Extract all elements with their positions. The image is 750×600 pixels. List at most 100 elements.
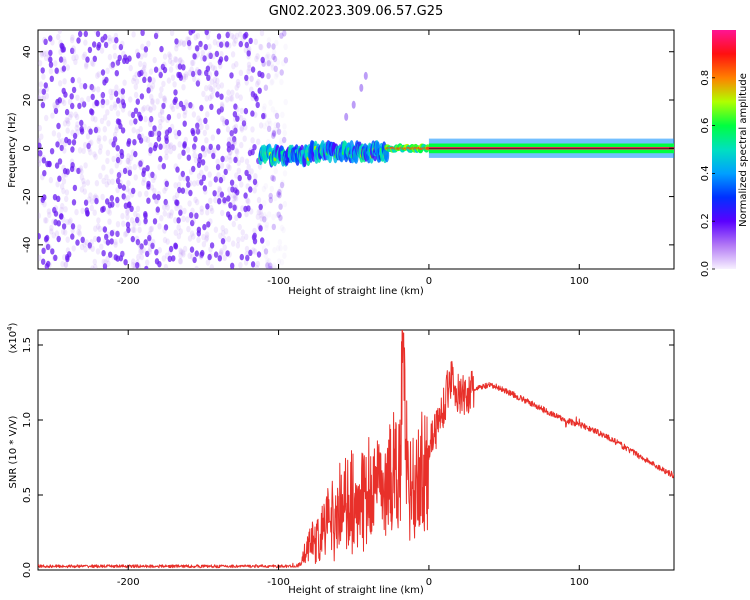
noise-dot (71, 48, 77, 55)
noise-dot (74, 208, 79, 216)
noise-dot (79, 119, 84, 127)
noise-dot (43, 217, 48, 224)
noise-dot (177, 57, 183, 65)
noise-dot (57, 158, 63, 165)
noise-dot (168, 245, 174, 253)
noise-dot (91, 85, 96, 93)
noise-dot (266, 37, 272, 44)
noise-dot (157, 67, 162, 75)
noise-dot (104, 181, 110, 188)
noise-dot (172, 98, 177, 106)
noise-dot (235, 242, 241, 249)
x-tick-label: -200 (117, 577, 140, 588)
noise-dot (116, 174, 121, 181)
noise-dot (135, 262, 140, 269)
noise-dot (206, 53, 211, 60)
noise-dot (207, 71, 212, 78)
noise-dot (182, 112, 187, 119)
noise-dot (115, 59, 121, 66)
noise-dot (244, 31, 249, 39)
noise-dot (89, 83, 95, 91)
noise-dot (176, 112, 182, 120)
noise-dot (249, 75, 254, 82)
noise-dot (184, 99, 189, 106)
noise-scatter (38, 30, 289, 269)
transition-core (425, 146, 430, 150)
noise-dot (174, 191, 180, 199)
noise-dot (272, 55, 278, 63)
noise-dot (282, 129, 287, 137)
noise-dot (140, 106, 146, 113)
noise-dot (271, 129, 277, 137)
noise-dot (112, 52, 118, 60)
noise-dot (226, 163, 231, 170)
noise-dot (83, 162, 88, 169)
noise-dot (185, 175, 190, 183)
snr-axes: -200 -100 0 100 0.0 0.5 1.0 1.5 (22, 330, 674, 588)
noise-dot (77, 230, 83, 237)
noise-dot (231, 240, 236, 247)
noise-dot (279, 32, 284, 39)
noise-dot (243, 107, 249, 115)
noise-dot (225, 250, 230, 257)
noise-dot (113, 254, 119, 261)
noise-dot (94, 197, 99, 205)
noise-dot (265, 51, 271, 59)
noise-dot (143, 51, 148, 58)
noise-dot (228, 157, 233, 164)
noise-dot (164, 180, 169, 187)
noise-dot (205, 259, 211, 266)
colorbar-label: Normalized spectral amplitude (738, 73, 749, 227)
noise-dot (118, 102, 123, 109)
noise-dot (93, 126, 99, 134)
noise-dot (232, 136, 237, 143)
noise-dot (43, 82, 48, 89)
noise-dot (226, 146, 232, 153)
noise-dot (210, 134, 215, 141)
noise-dot (89, 59, 95, 67)
noise-dot (190, 103, 195, 110)
noise-dot (60, 138, 65, 145)
noise-dot (275, 122, 281, 129)
noise-dot (162, 95, 167, 102)
noise-dot (152, 125, 157, 132)
noise-dot (100, 69, 106, 76)
noise-dot (96, 137, 101, 144)
noise-dot (71, 245, 76, 252)
noise-dot (83, 30, 89, 38)
noise-dot (278, 215, 283, 223)
noise-dot (167, 255, 172, 262)
noise-dot (114, 70, 120, 77)
noise-dot (61, 178, 67, 185)
noise-dot (243, 192, 248, 199)
noise-dot (139, 243, 144, 250)
noise-dot (268, 120, 273, 128)
noise-dot (185, 146, 191, 153)
noise-dot (264, 53, 270, 61)
noise-dot (226, 89, 231, 96)
noise-dot (225, 96, 230, 103)
noise-dot (201, 174, 207, 181)
noise-dot (246, 68, 251, 75)
snr-series-line (38, 330, 674, 569)
noise-dot (261, 106, 267, 113)
noise-dot (188, 102, 193, 109)
noise-dot (282, 252, 287, 259)
noise-dot (258, 203, 263, 211)
noise-dot (83, 246, 88, 253)
noise-dot (153, 32, 159, 40)
snr-marks (38, 330, 674, 569)
noise-dot (41, 258, 46, 265)
noise-dot (143, 135, 148, 143)
noise-dot (179, 39, 184, 46)
noise-dot (190, 207, 195, 214)
noise-dot (92, 209, 97, 216)
noise-dot (253, 173, 258, 180)
noise-dot (233, 127, 238, 134)
noise-dot (118, 179, 123, 186)
noise-dot (240, 229, 245, 236)
noise-dot (173, 243, 179, 250)
noise-dot (232, 125, 237, 132)
noise-dot (181, 215, 186, 222)
spurious-streak (344, 71, 368, 121)
